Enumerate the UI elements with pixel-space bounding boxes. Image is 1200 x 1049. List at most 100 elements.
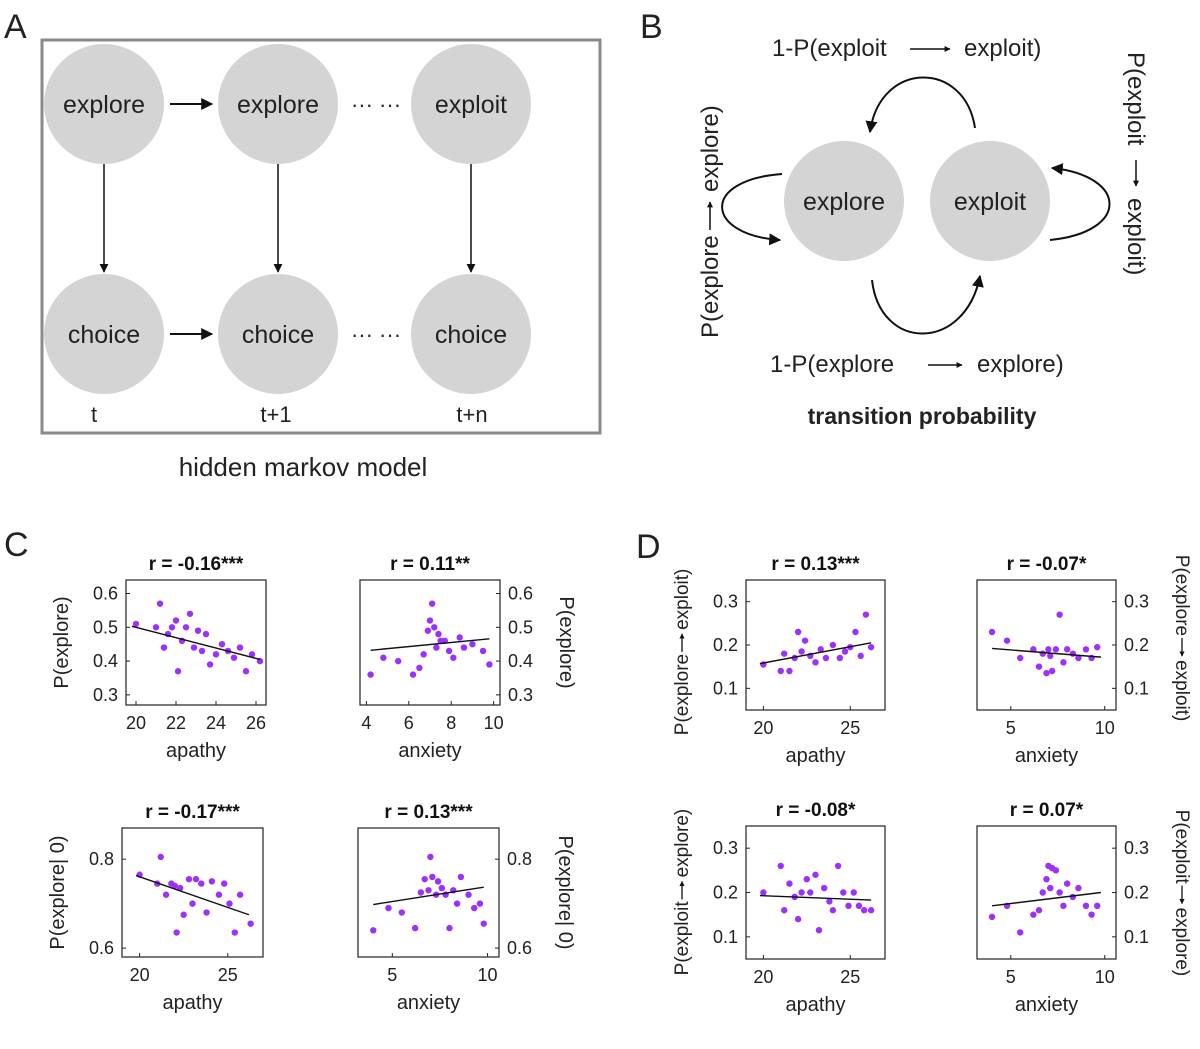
data-point	[860, 907, 868, 914]
data-point	[215, 891, 223, 898]
data-point	[162, 891, 170, 898]
data-point	[857, 652, 864, 660]
panel-letter-d: D	[636, 528, 661, 566]
y-axis-label-end: explore)	[672, 809, 693, 878]
x-tick-label: 22	[166, 713, 186, 733]
data-point	[852, 628, 859, 636]
data-point	[152, 624, 160, 631]
data-point	[1094, 902, 1101, 909]
data-point	[1082, 902, 1090, 909]
data-point	[446, 924, 453, 932]
data-point	[862, 611, 870, 618]
data-point	[850, 889, 857, 896]
data-point	[190, 644, 198, 651]
hmm-state-node-3	[411, 44, 531, 164]
data-point	[471, 904, 478, 912]
label-p-explore-explore: P(explore explore)	[697, 105, 724, 338]
y-tick-label: 0.4	[508, 651, 533, 671]
label-p-exploit-exploit: P(exploit exploit)	[1122, 52, 1149, 275]
data-point	[174, 668, 182, 675]
hmm-frame	[40, 38, 602, 435]
exploit-to-explore-arrow	[865, 76, 976, 134]
data-point	[465, 891, 472, 898]
data-point	[1060, 659, 1067, 666]
data-point	[160, 644, 168, 651]
data-point	[189, 900, 196, 907]
regression-line	[131, 625, 261, 661]
data-point	[180, 911, 187, 918]
panel-b: B explore exploit 1-P(exploit exploit) 1…	[640, 8, 1149, 429]
data-point	[781, 907, 788, 914]
right-transition-label-start: P(exploit	[1122, 52, 1149, 146]
data-point	[247, 920, 254, 927]
data-point	[411, 924, 419, 932]
chart-c2: r = 0.11** 4 6 8 100.3 0.4 0.5 0.6 anxiety P(expl…	[359, 554, 577, 762]
y-tick-label: 0.6	[508, 584, 533, 604]
time-label-tn: t+n	[456, 402, 487, 427]
data-point	[798, 648, 805, 655]
hmm-state-label-3: exploit	[435, 91, 507, 119]
data-point	[428, 600, 436, 607]
regression-line	[759, 894, 872, 901]
data-point	[1063, 880, 1071, 887]
x-axis-label: anxiety	[1015, 994, 1078, 1016]
data-point	[1035, 907, 1043, 914]
hmm-caption: hidden markov model	[179, 452, 428, 482]
y-tick-label: 0.6	[507, 938, 532, 958]
chart-title: r = 0.07*	[1010, 800, 1084, 821]
data-point	[370, 927, 377, 934]
explore-to-exploit-arrow	[871, 274, 984, 335]
y-axis-label-text: P(explore| 0)	[47, 835, 69, 949]
data-point	[157, 853, 164, 861]
y-axis-label: P(explore)	[555, 596, 577, 688]
data-point	[1047, 884, 1054, 892]
data-point	[801, 637, 809, 644]
exploit-state-node	[930, 141, 1050, 261]
hmm-choice-node-2	[218, 274, 338, 394]
data-point	[385, 904, 392, 912]
data-point	[822, 654, 830, 662]
data-point	[777, 862, 784, 870]
data-point	[185, 875, 193, 883]
y-axis-label: P(exploit explore)	[1171, 810, 1192, 977]
data-point	[1075, 654, 1082, 662]
data-point	[798, 889, 805, 896]
data-point	[803, 876, 811, 883]
data-point	[421, 875, 428, 883]
y-tick-label: 0.4	[93, 651, 118, 671]
data-point	[1060, 902, 1067, 909]
y-axis-label-end: exploit)	[672, 569, 693, 630]
y-tick-label: 0.3	[1124, 838, 1149, 858]
data-point	[1003, 637, 1011, 644]
x-tick-label: 20	[126, 713, 146, 733]
data-point	[794, 915, 802, 923]
data-point	[867, 907, 875, 914]
label-1p-exploit-exploit: 1-P(exploit exploit)	[772, 35, 1041, 62]
data-point	[218, 640, 226, 648]
hmm-state-label-1: explore	[63, 91, 145, 119]
y-axis-label-text: P(explore)	[51, 596, 73, 688]
chart-d4: r = 0.07* 5 10 0.1 0.2 0.3 anxiety P(exploit exp…	[976, 800, 1192, 1016]
hmm-choice-label-2: choice	[242, 321, 314, 349]
data-point	[156, 600, 164, 607]
panel-a: A explore explore exploit choice choice …	[4, 8, 602, 482]
data-point	[812, 871, 819, 878]
regression-line	[370, 638, 490, 651]
data-point	[173, 929, 180, 936]
chart-title: r = -0.08*	[776, 800, 856, 821]
data-point	[420, 651, 427, 658]
data-point	[394, 657, 402, 665]
x-axis-label: apathy	[785, 745, 845, 767]
hmm-ellipsis-bottom: ··· ···	[351, 322, 401, 347]
plot-area	[359, 579, 501, 706]
x-tick-label: 5	[1006, 967, 1016, 987]
y-axis-label-start: P(exploit	[1171, 810, 1192, 885]
data-point	[445, 647, 453, 655]
data-point	[817, 646, 824, 653]
explore-state-label: explore	[803, 188, 885, 216]
x-tick-label: 25	[840, 718, 860, 738]
plot-area	[125, 579, 267, 706]
data-point	[186, 610, 194, 617]
y-axis-label-text: P(explore)	[555, 596, 577, 688]
